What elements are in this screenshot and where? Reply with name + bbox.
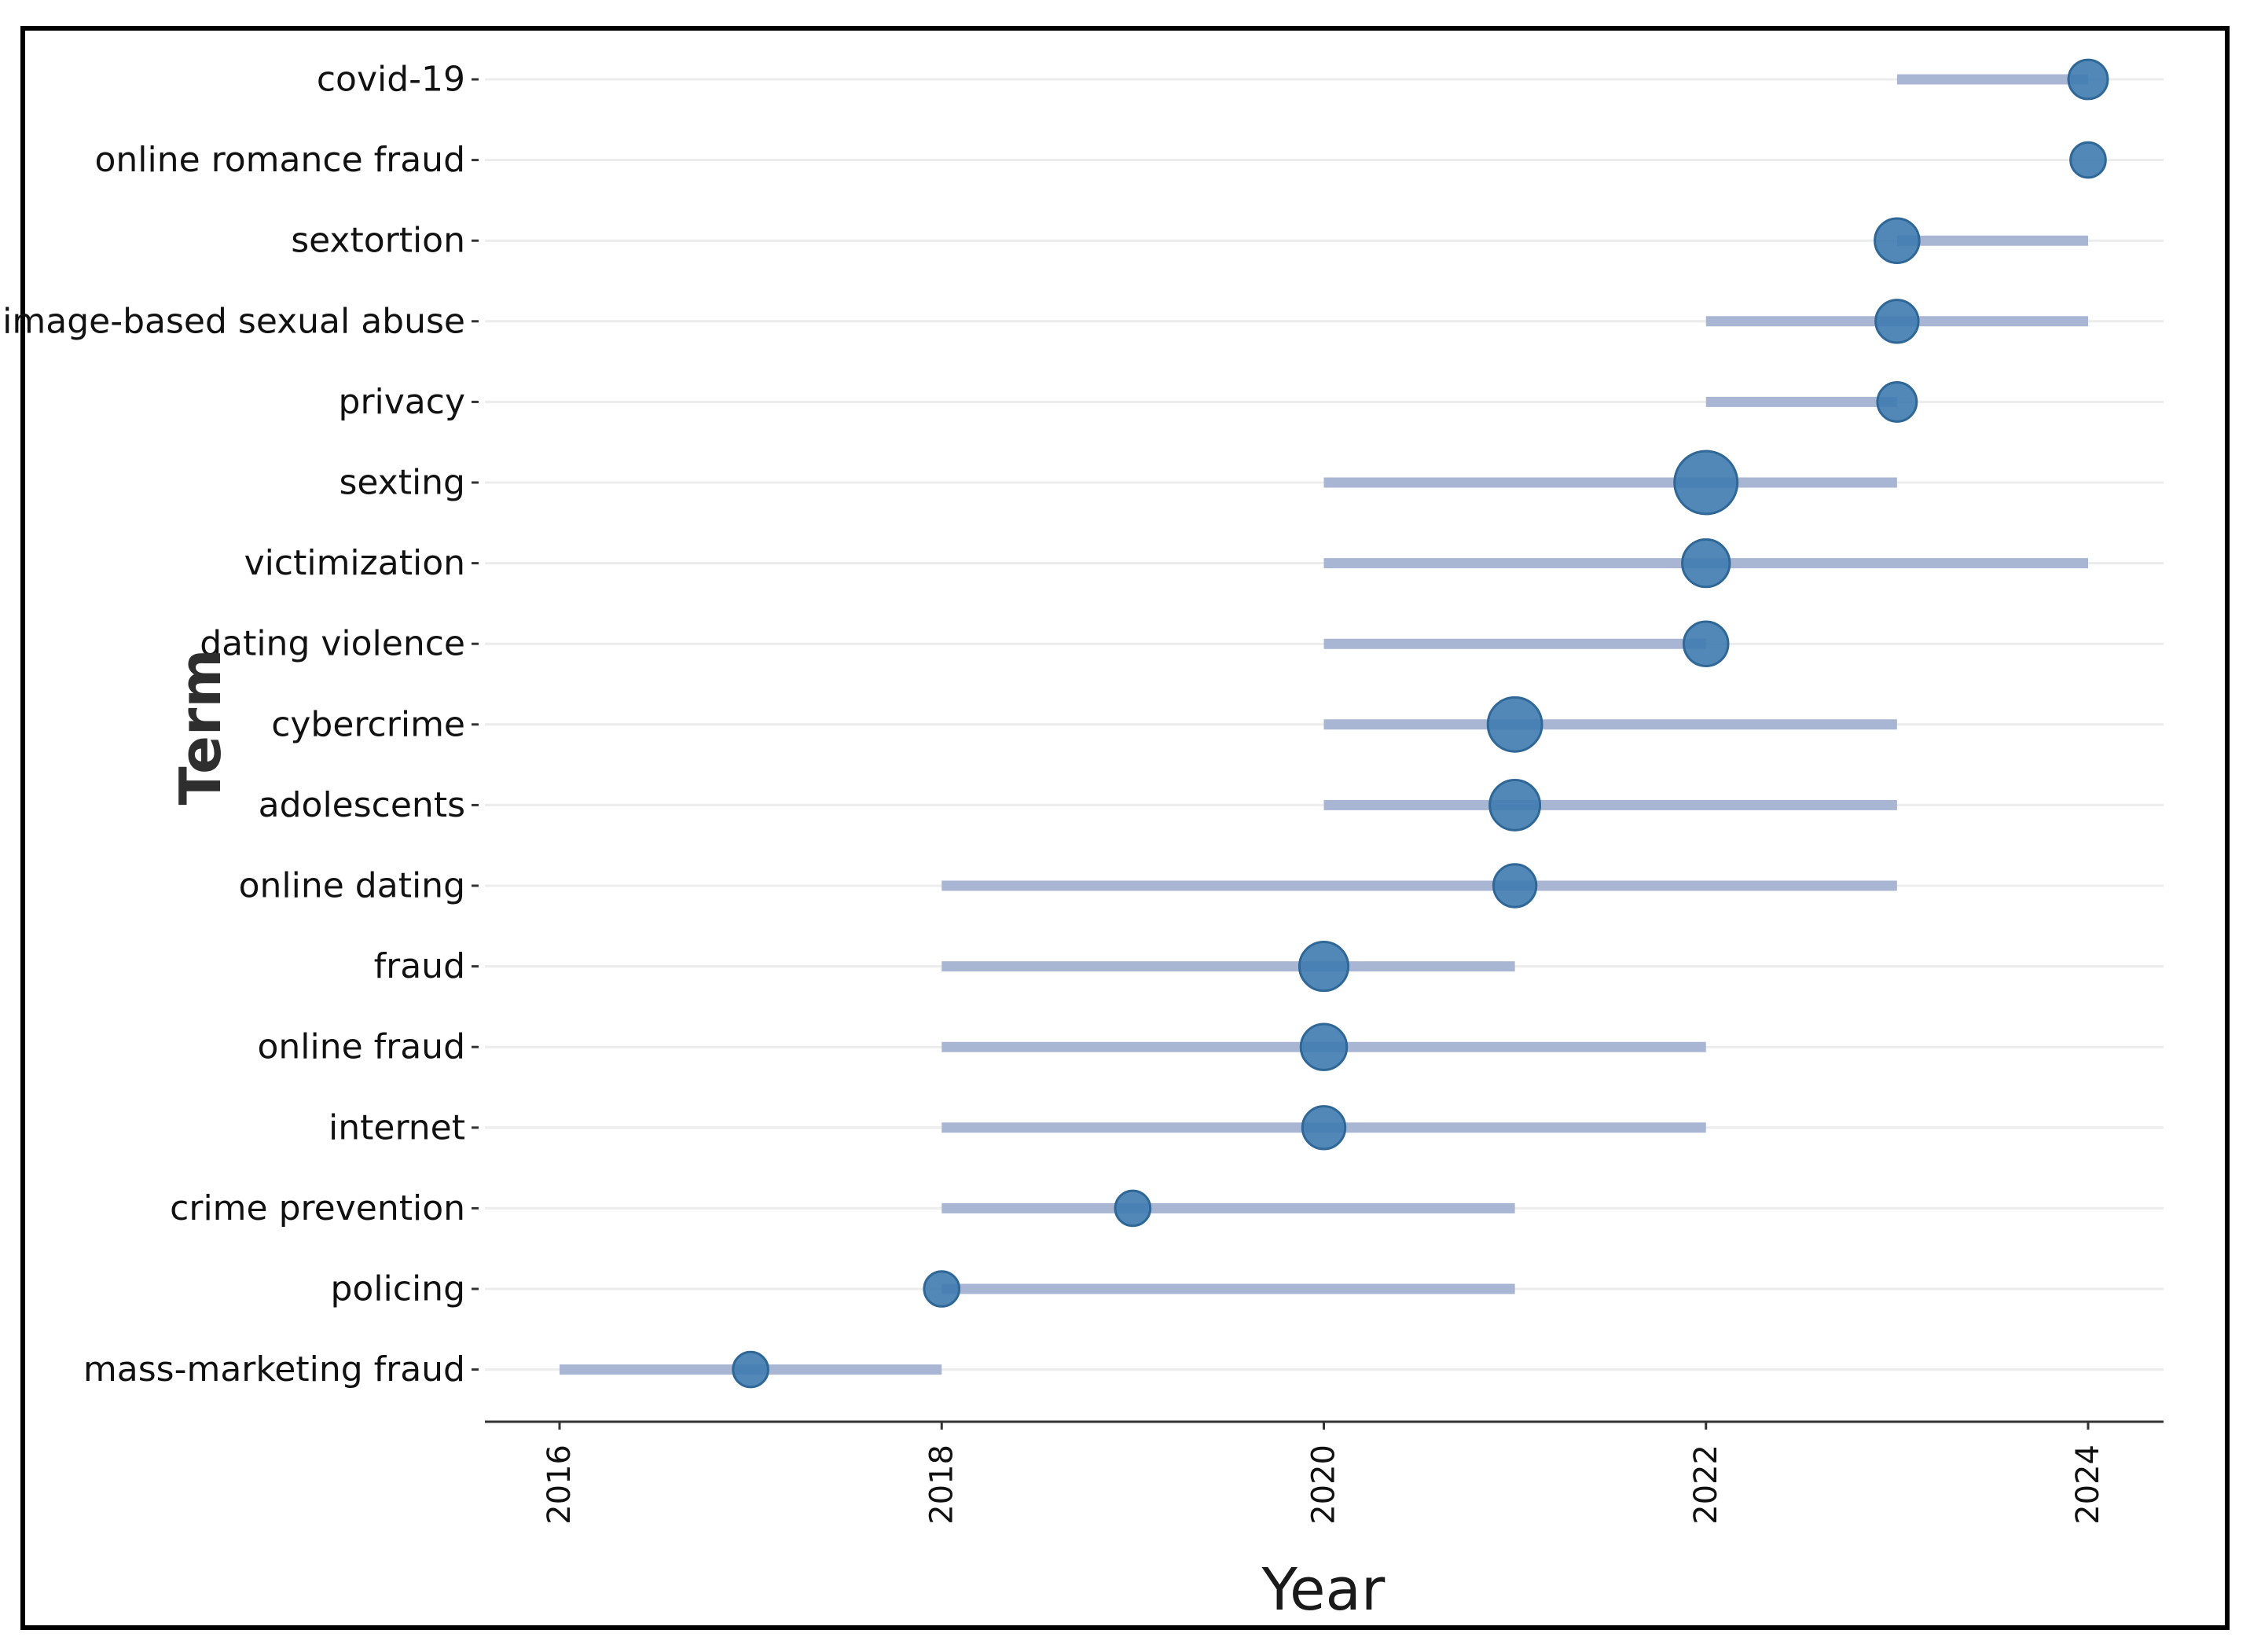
y-tick-label-dating-violence: dating violence: [200, 624, 465, 664]
y-tick-label-sexting: sexting: [339, 463, 465, 503]
median-dot-cybercrime[interactable]: [1486, 696, 1543, 753]
median-dot-adolescents[interactable]: [1488, 778, 1542, 832]
median-dot-victimization[interactable]: [1681, 538, 1731, 589]
median-dot-online-romance-fraud[interactable]: [2069, 141, 2107, 179]
y-tick-label-sextortion: sextortion: [291, 221, 465, 261]
median-dot-privacy[interactable]: [1876, 380, 1918, 423]
median-dot-covid-19[interactable]: [2067, 58, 2109, 101]
median-dot-sexting[interactable]: [1673, 450, 1739, 516]
x-tick-label-2024: 2024: [2070, 1445, 2106, 1525]
y-tick-label-adolescents: adolescents: [259, 785, 465, 825]
median-dot-sextortion[interactable]: [1874, 217, 1921, 264]
median-dot-policing[interactable]: [923, 1270, 961, 1308]
y-tick-label-crime-prevention: crime prevention: [170, 1188, 465, 1228]
x-axis-title: Year: [1261, 1556, 1386, 1624]
median-dot-internet[interactable]: [1301, 1105, 1347, 1151]
x-tick-label-2020: 2020: [1306, 1445, 1342, 1525]
median-dot-mass-marketing-fraud[interactable]: [732, 1350, 769, 1389]
y-tick-label-cybercrime: cybercrime: [271, 704, 465, 744]
y-tick-label-covid-19: covid-19: [317, 60, 465, 100]
median-dot-fraud[interactable]: [1298, 941, 1350, 993]
y-axis: covid-19 online romance fraud sextortion im…: [2, 60, 479, 1390]
median-dot-crime-prevention[interactable]: [1114, 1189, 1152, 1228]
y-tick-label-online-romance-fraud: online romance fraud: [94, 140, 465, 180]
median-dot-image-based-sexual-abuse[interactable]: [1874, 299, 1920, 344]
x-tick-label-2022: 2022: [1688, 1445, 1724, 1525]
x-axis: 2016 2018 2020 2022 2024: [485, 1420, 2164, 1525]
y-tick-label-privacy: privacy: [339, 382, 465, 422]
y-tick-label-image-based-sexual-abuse: image-based sexual abuse: [2, 301, 465, 341]
y-tick-label-online-dating: online dating: [239, 866, 465, 906]
chart-frame: [20, 26, 2230, 1630]
median-dot-dating-violence[interactable]: [1683, 620, 1730, 667]
y-tick-label-policing: policing: [330, 1269, 465, 1309]
median-dot-online-fraud[interactable]: [1299, 1022, 1349, 1071]
median-dot-online-dating[interactable]: [1492, 863, 1538, 909]
y-tick-label-online-fraud: online fraud: [257, 1027, 465, 1067]
y-tick-label-victimization: victimization: [244, 543, 465, 583]
x-tick-label-2016: 2016: [541, 1445, 578, 1525]
y-tick-label-fraud: fraud: [374, 946, 465, 986]
y-axis-title: Term: [167, 649, 233, 806]
median-dots: [732, 58, 2109, 1389]
x-tick-label-2018: 2018: [923, 1445, 960, 1525]
range-bars: [560, 74, 2088, 1375]
y-tick-label-mass-marketing-fraud: mass-marketing fraud: [83, 1349, 465, 1390]
y-tick-label-internet: internet: [329, 1107, 465, 1147]
